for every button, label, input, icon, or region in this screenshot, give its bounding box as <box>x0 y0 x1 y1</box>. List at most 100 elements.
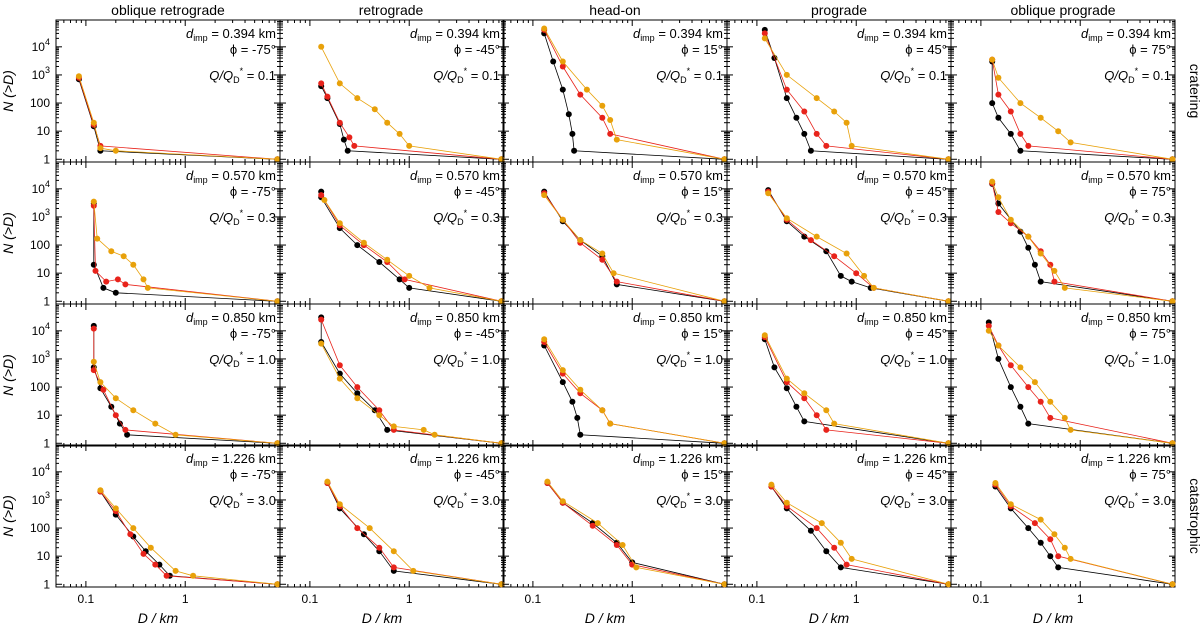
data-point <box>801 390 808 397</box>
text-part: d <box>857 310 865 325</box>
text-part: Q/Q <box>433 210 457 225</box>
y-tick-label: 104 <box>32 321 50 338</box>
series-line <box>543 191 725 302</box>
data-point <box>1047 536 1054 543</box>
data-point <box>989 178 996 185</box>
panel: dimp = 1.226 kmϕ = -75° Q/QD* = 3.0 <box>55 444 281 588</box>
data-point <box>721 156 728 163</box>
impact-angle-label: ϕ = -75° <box>230 184 276 199</box>
data-point <box>565 111 572 118</box>
data-point <box>848 142 855 149</box>
text-part: 1 <box>43 294 50 308</box>
data-point <box>406 142 413 149</box>
text-part: Q/Q <box>656 68 680 83</box>
series-line <box>767 189 949 302</box>
data-point <box>793 403 800 410</box>
series-line <box>320 319 502 444</box>
data-point <box>274 298 281 305</box>
series-1 <box>90 325 281 447</box>
y-tick-label: 1 <box>43 294 50 308</box>
text-part: = 3.0 <box>467 493 500 508</box>
text-part: 3 <box>45 65 50 75</box>
data-point <box>100 284 107 291</box>
data-point <box>366 525 373 532</box>
data-point <box>783 385 790 392</box>
data-point <box>1169 581 1176 588</box>
x-axis-label: D / km <box>362 610 403 626</box>
series-1 <box>985 322 1176 447</box>
column-title: retrograde <box>359 2 424 18</box>
data-point <box>360 239 367 246</box>
data-point <box>1067 555 1074 562</box>
text-part: Q/Q <box>1104 68 1128 83</box>
data-point <box>1061 284 1068 291</box>
text-part: d <box>1081 310 1089 325</box>
series-line <box>78 79 278 160</box>
data-point <box>1017 403 1024 410</box>
data-point <box>831 108 838 115</box>
panel: dimp = 1.226 kmϕ = 45°Q/QD* = 3.0 <box>726 444 952 588</box>
impactor-diameter-label: dimp = 0.850 km <box>410 310 500 327</box>
text-part: = 1.226 km <box>1103 451 1171 466</box>
text-part: * <box>464 491 468 501</box>
impactor-diameter-label: dimp = 0.570 km <box>633 168 723 185</box>
text-part: = 0.3 <box>1138 210 1171 225</box>
text-part: = 0.3 <box>914 210 947 225</box>
series-2 <box>768 481 952 588</box>
text-part: 100 <box>30 521 50 535</box>
text-part: * <box>240 491 244 501</box>
data-point <box>390 548 397 555</box>
y-axis-label: N (>D) <box>0 212 16 254</box>
text-part: 100 <box>30 96 50 110</box>
data-point <box>1025 244 1032 251</box>
text-part: 10 <box>32 493 46 507</box>
series-1 <box>761 30 952 163</box>
impact-angle-label: ϕ = 15° <box>681 467 723 482</box>
text-part: D <box>904 359 911 369</box>
data-point <box>544 478 551 485</box>
data-point <box>559 86 566 93</box>
text-part: d <box>410 310 418 325</box>
panel: dimp = 0.394 kmϕ = 45°Q/QD* = 0.1 <box>726 19 952 163</box>
text-part: = 0.3 <box>243 210 276 225</box>
data-point <box>761 332 768 339</box>
impact-angle-label: ϕ = 75° <box>1129 184 1171 199</box>
text-part: = 1.226 km <box>208 451 276 466</box>
data-point <box>156 561 163 568</box>
series-0 <box>90 322 281 447</box>
series-2 <box>90 198 281 305</box>
energy-ratio-label: Q/QD* = 0.3 <box>1104 208 1171 227</box>
series-1 <box>765 188 952 305</box>
text-part: 10 <box>32 210 46 224</box>
data-point <box>807 527 814 534</box>
impactor-diameter-label: dimp = 1.226 km <box>410 451 500 468</box>
data-point <box>1067 139 1074 146</box>
energy-ratio-label: Q/QD* = 1.0 <box>656 350 723 369</box>
data-point <box>354 384 361 391</box>
ticks <box>55 303 281 446</box>
text-part: D <box>1128 359 1135 369</box>
data-point <box>831 544 838 551</box>
text-part: 4 <box>45 462 50 472</box>
data-point <box>801 233 808 240</box>
data-point <box>1017 364 1024 371</box>
text-part: d <box>633 451 641 466</box>
panel: dimp = 0.850 kmϕ = -75° Q/QD* = 1.0 <box>55 303 281 447</box>
data-point <box>94 235 101 242</box>
panel: dimp = 0.394 kmϕ = -45° Q/QD* = 0.1 <box>279 19 505 163</box>
text-part: d <box>410 451 418 466</box>
impactor-diameter-label: dimp = 1.226 km <box>1081 451 1171 468</box>
text-part: imp <box>1088 317 1103 327</box>
series-line <box>764 339 949 444</box>
impact-angle-label: ϕ = -45° <box>454 184 500 199</box>
data-point <box>995 114 1002 121</box>
panel: dimp = 0.570 kmϕ = -75° Q/QD* = 0.3 <box>55 161 281 305</box>
series-2 <box>541 192 728 305</box>
text-part: = 0.570 km <box>879 168 947 183</box>
series-line <box>93 361 278 444</box>
text-part: D <box>904 500 911 510</box>
data-point <box>783 375 790 382</box>
text-part: * <box>1135 350 1139 360</box>
